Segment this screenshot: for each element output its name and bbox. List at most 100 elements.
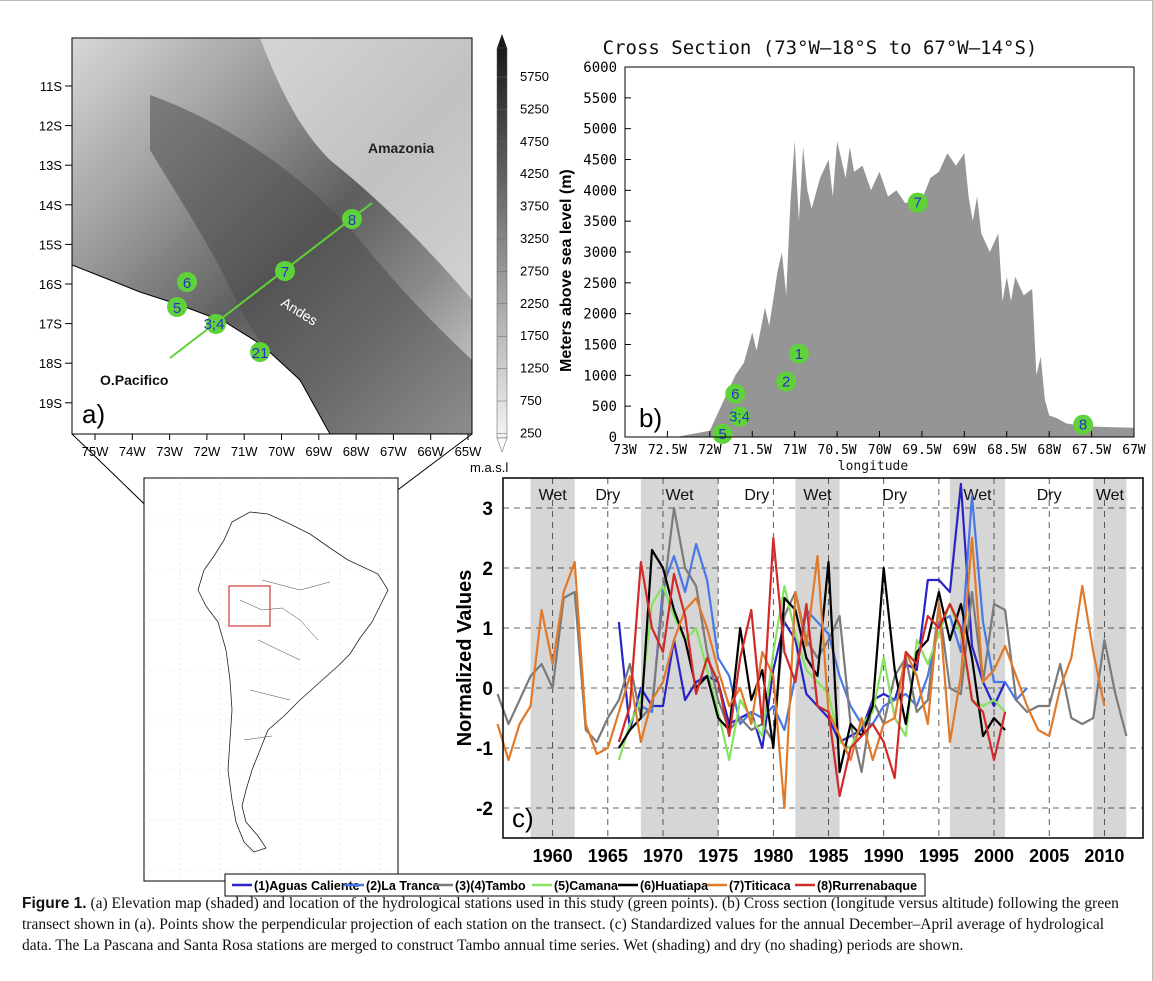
cross-section-xtick-label: 70W [868, 443, 892, 458]
map-station-21: 21 [250, 342, 270, 362]
cross-section-xtick-label: 71W [783, 443, 807, 458]
time-series-ylabel: Normalized Values [454, 570, 476, 747]
time-series-xtick-label: 2005 [1029, 846, 1069, 866]
map-lon-tick-label: 65W [455, 444, 482, 459]
colorbar-tick-label: 3250 [520, 231, 549, 246]
figure-caption: Figure 1. (a) Elevation map (shaded) and… [22, 893, 1127, 956]
cross-section-ytick-label: 4000 [583, 183, 617, 199]
elevation-profile-area [625, 141, 1134, 437]
colorbar-unit: m.a.s.l [470, 460, 508, 475]
time-series-ytick-label: 0 [482, 679, 493, 700]
period-label: Wet [963, 487, 992, 504]
cross-section-ytick-label: 500 [592, 399, 617, 415]
legend-item: (3)(4)Tambo [433, 879, 526, 893]
period-label: Dry [1037, 487, 1062, 504]
map-lat-tick-label: 18S [39, 356, 62, 371]
colorbar-tick-label: 2750 [520, 263, 549, 278]
map-lat-tick-label: 15S [39, 237, 62, 252]
cross-section-ytick-label: 2000 [583, 307, 617, 323]
time-series-ytick-label: 2 [482, 559, 493, 580]
period-label: Dry [595, 487, 620, 504]
cross-section-ytick-label: 6000 [583, 60, 617, 76]
svg-text:(2)La Tranca: (2)La Tranca [366, 879, 441, 893]
coastline [72, 264, 331, 434]
period-label: Dry [744, 487, 769, 504]
cross-section-station: 1 [788, 343, 809, 364]
svg-text:7: 7 [914, 195, 922, 212]
map-station-34: 3;4 [204, 314, 226, 334]
map-lat-tick-label: 16S [39, 277, 62, 292]
colorbar-tick-label: 4250 [520, 166, 549, 181]
colorbar-tick-label: 1750 [520, 328, 549, 343]
cross-section-ytick-label: 5000 [583, 122, 617, 138]
cross-section-xtick-label: 72W [698, 443, 722, 458]
time-series-xtick-label: 1995 [919, 846, 959, 866]
cross-section-xtick-label: 68W [1037, 443, 1061, 458]
svg-text:2: 2 [782, 374, 790, 391]
time-series-panel: Wet Dry Wet Dry Wet Dry Wet Dry Wet -2 -1 0 1 2 3 196… [454, 477, 1144, 866]
map-lon-tick-label: 75W [82, 444, 109, 459]
cross-section-ytick-label: 0 [609, 430, 617, 446]
cross-section-ytick-label: 2500 [583, 276, 617, 292]
svg-text:(5)Camana: (5)Camana [554, 879, 619, 893]
svg-text:6: 6 [731, 386, 739, 403]
time-series-xtick-label: 1960 [533, 846, 573, 866]
map-lon-tick-label: 74W [119, 444, 146, 459]
time-series-xtick-label: 2000 [974, 846, 1014, 866]
panel-label-b: b) [639, 403, 662, 433]
map-label-pacific: O.Pacifico [100, 372, 168, 388]
svg-text:8: 8 [348, 212, 356, 229]
legend-item: (2)La Tranca [344, 879, 441, 893]
map-longitude-ticks: 75W 74W 73W 72W 71W 70W 69W 68W 67W 66W 65W [82, 434, 482, 459]
colorbar-tick-label: 750 [520, 393, 542, 408]
map-station-7: 7 [275, 261, 295, 281]
cross-section-xtick-label: 73W [613, 443, 637, 458]
legend-item: (5)Camana [532, 879, 619, 893]
caption-prefix: Figure 1. [22, 895, 87, 912]
time-series-ytick-label: -1 [476, 739, 493, 760]
panel-label-a: a) [82, 399, 105, 429]
series-line [496, 536, 1106, 810]
transect-line [169, 202, 373, 359]
svg-text:(8)Rurrenabaque: (8)Rurrenabaque [817, 879, 917, 893]
elevation-colorbar: 5750 5250 4750 4250 3750 3250 2750 2250 1750 1250… [470, 34, 575, 475]
series-line [617, 482, 1007, 750]
map-lon-tick-label: 73W [156, 444, 183, 459]
map-lon-tick-label: 68W [343, 444, 370, 459]
cross-section-station: 7 [907, 192, 928, 213]
map-lat-tick-label: 13S [39, 158, 62, 173]
cross-section-xtick-label: 69.5W [902, 443, 941, 458]
period-label: Wet [1096, 487, 1125, 504]
caption-text: (a) Elevation map (shaded) and location … [22, 895, 1119, 954]
colorbar-title: Meters above sea level (m) [558, 169, 575, 372]
map-lon-tick-label: 69W [305, 444, 332, 459]
cross-section-xtick-label: 70.5W [818, 443, 857, 458]
colorbar-tick-label: 3750 [520, 199, 549, 214]
cross-section-title: Cross Section (73°W–18°S to 67°W–14°S) [603, 37, 1038, 59]
map-lat-tick-label: 19S [39, 396, 62, 411]
legend-item: (6)Huatiapa [618, 879, 709, 893]
time-series-xtick-label: 2010 [1084, 846, 1124, 866]
cross-section-xtick-label: 71.5W [733, 443, 772, 458]
period-label: Wet [539, 487, 568, 504]
period-label: Wet [665, 487, 694, 504]
cross-section-station: 5 [712, 423, 733, 444]
svg-text:(6)Huatiapa: (6)Huatiapa [640, 879, 709, 893]
map-lon-tick-label: 66W [417, 444, 444, 459]
colorbar-tick-label: 2250 [520, 296, 549, 311]
legend-item: (1)Aguas Caliente [232, 879, 360, 893]
colorbar-tick-label: 5250 [520, 101, 549, 116]
svg-text:6: 6 [183, 275, 191, 292]
svg-text:3;4: 3;4 [729, 409, 750, 426]
amazon-lowland [260, 38, 472, 300]
legend-item: (8)Rurrenabaque [795, 879, 917, 893]
map-station-5: 5 [167, 297, 187, 317]
time-series-xtick-label: 1975 [698, 846, 738, 866]
map-label-amazonia: Amazonia [368, 140, 434, 156]
svg-text:(3)(4)Tambo: (3)(4)Tambo [455, 879, 526, 893]
cross-section-ytick-label: 1000 [583, 368, 617, 384]
svg-text:21: 21 [252, 345, 269, 362]
svg-text:3;4: 3;4 [204, 316, 225, 333]
time-series-xtick-label: 1990 [864, 846, 904, 866]
